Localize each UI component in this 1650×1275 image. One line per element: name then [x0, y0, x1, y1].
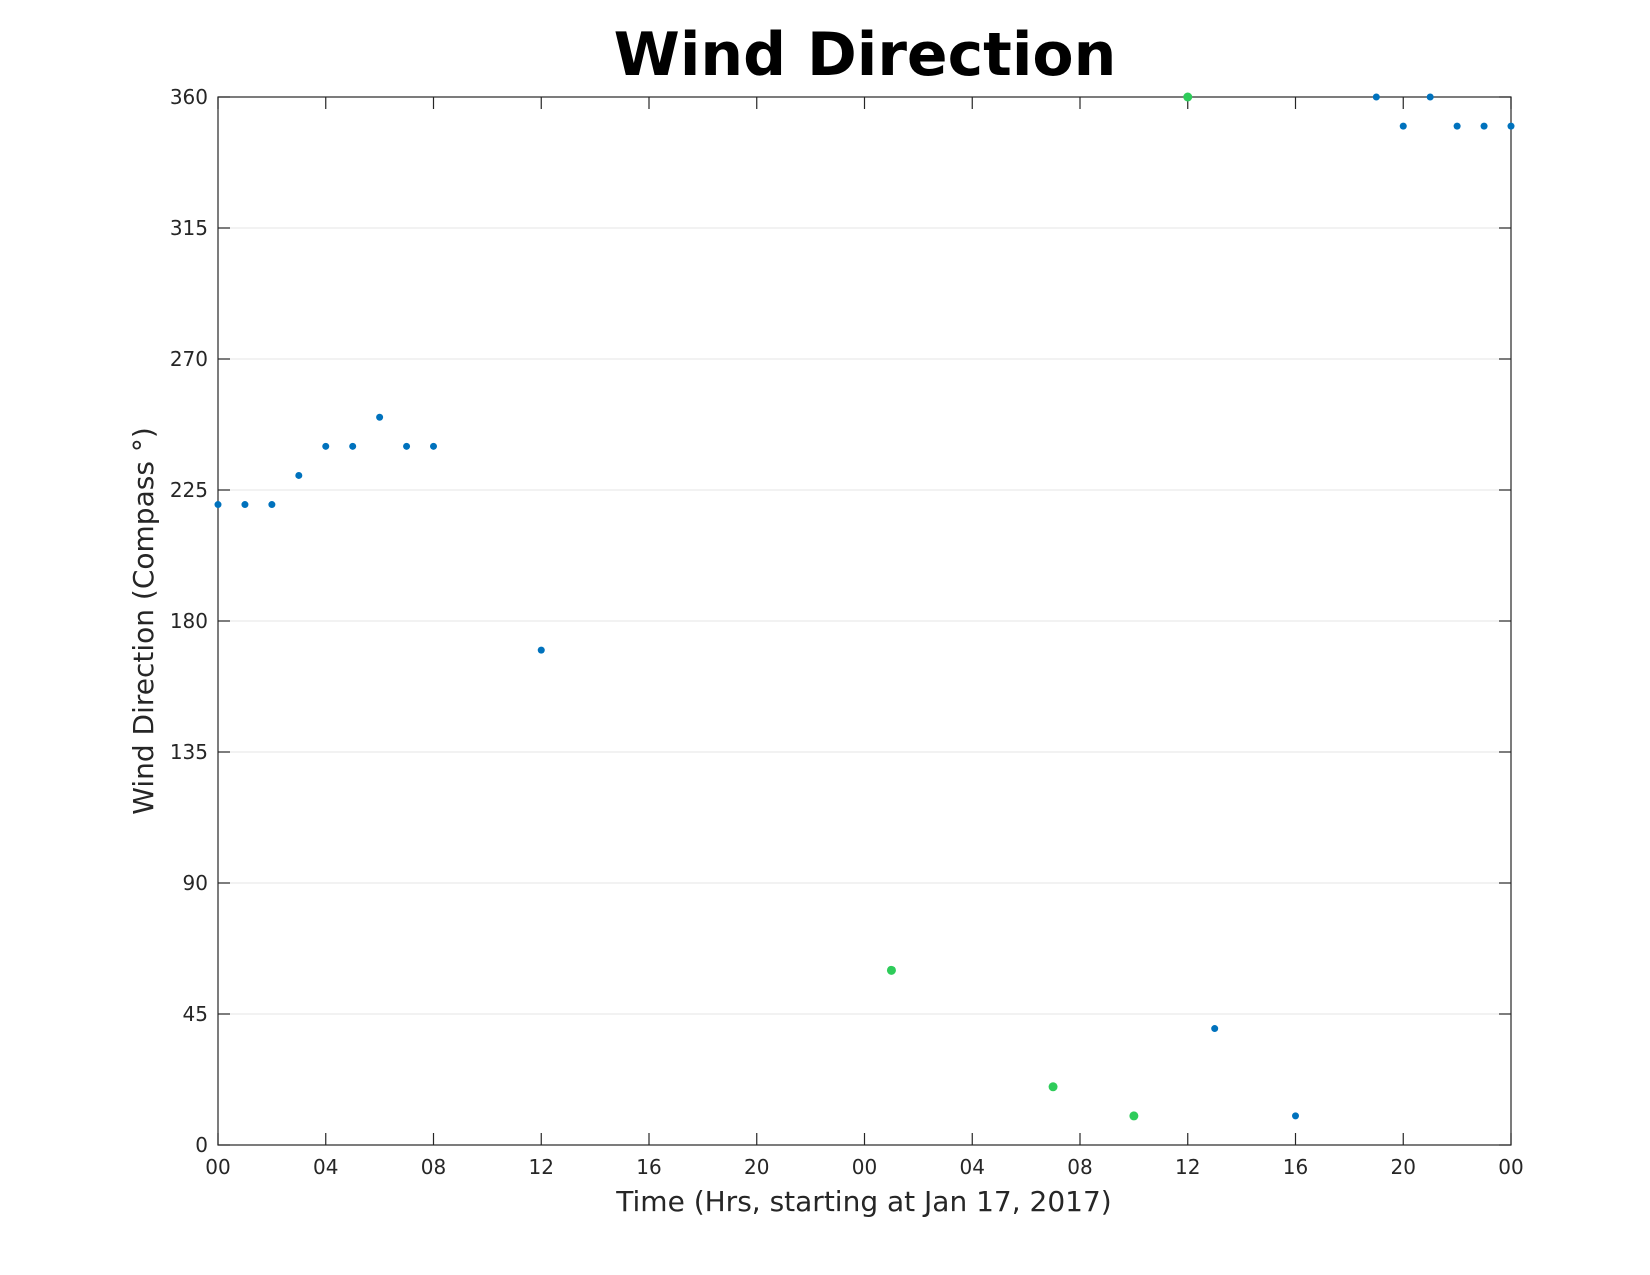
x-tick-label: 00 — [1498, 1155, 1523, 1179]
x-tick-label: 16 — [636, 1155, 661, 1179]
y-tick-label: 360 — [170, 85, 208, 109]
data-point — [1048, 1082, 1058, 1092]
data-point — [430, 442, 437, 450]
x-tick-label: 16 — [1283, 1155, 1308, 1179]
data-points — [214, 92, 1515, 1121]
y-tick-label: 270 — [170, 347, 208, 371]
y-tick-label: 45 — [183, 1002, 208, 1026]
plot-area-frame — [217, 96, 1512, 1146]
data-point — [1453, 122, 1461, 130]
y-tick-label: 135 — [170, 740, 208, 764]
y-axis-label: Wind Direction (Compass °) — [127, 427, 160, 814]
x-tick-label: 20 — [1391, 1155, 1416, 1179]
data-point — [1372, 93, 1380, 101]
axis-ticks — [217, 96, 1512, 1146]
x-tick-label: 20 — [744, 1155, 769, 1179]
x-tick-label: 08 — [421, 1155, 446, 1179]
data-point — [1129, 1111, 1139, 1121]
x-tick-label: 12 — [529, 1155, 554, 1179]
data-point — [241, 501, 249, 509]
x-tick-labels: 00 04 08 12 16 20 00 04 08 12 16 20 00 — [205, 1155, 1523, 1179]
y-tick-label: 90 — [183, 871, 208, 895]
data-point — [349, 442, 357, 450]
data-point — [1183, 92, 1193, 102]
data-point — [322, 442, 330, 450]
data-point — [1292, 1112, 1299, 1120]
chart-title: Wind Direction — [614, 20, 1117, 90]
data-point — [268, 501, 276, 509]
x-tick-label: 04 — [313, 1155, 338, 1179]
data-point — [1480, 122, 1488, 130]
y-tick-label: 225 — [170, 478, 208, 502]
data-point — [537, 646, 545, 654]
x-tick-label: 04 — [960, 1155, 985, 1179]
data-point — [403, 442, 411, 450]
data-point — [1426, 93, 1434, 101]
x-tick-label: 00 — [852, 1155, 877, 1179]
data-point — [376, 413, 384, 421]
data-point — [886, 965, 896, 975]
y-tick-label: 0 — [195, 1133, 208, 1157]
y-tick-labels: 0 45 90 135 180 225 270 315 360 — [170, 85, 208, 1157]
x-tick-label: 00 — [205, 1155, 230, 1179]
data-point — [1211, 1025, 1219, 1033]
data-point — [1399, 122, 1407, 130]
y-tick-label: 315 — [170, 216, 208, 240]
x-axis-label: Time (Hrs, starting at Jan 17, 2017) — [615, 1185, 1111, 1218]
data-point — [1507, 122, 1515, 130]
data-point — [214, 501, 222, 509]
x-tick-label: 08 — [1067, 1155, 1092, 1179]
y-tick-label: 180 — [170, 609, 208, 633]
data-point — [295, 471, 303, 479]
x-tick-label: 12 — [1175, 1155, 1200, 1179]
